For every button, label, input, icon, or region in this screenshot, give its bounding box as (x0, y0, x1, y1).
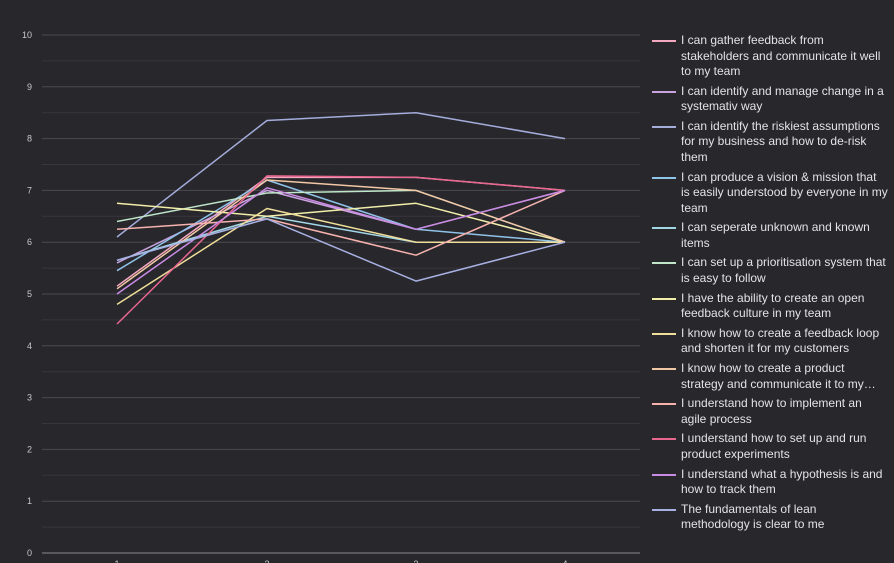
legend-label: The fundamentals of lean methodology is … (681, 501, 825, 532)
legend-item[interactable]: I understand what a hypothesis is and ho… (652, 467, 888, 498)
legend: I can gather feedback from stakeholders … (652, 33, 888, 537)
series-line-3[interactable] (116, 111, 566, 238)
series-line-13[interactable] (116, 218, 566, 282)
y-tick-label: 4 (27, 341, 32, 351)
legend-label: I can identify and manage change in a sy… (681, 83, 884, 114)
y-tick-label: 6 (27, 237, 32, 247)
legend-item[interactable]: I know how to create a product strategy … (652, 361, 888, 392)
legend-item[interactable]: I have the ability to create an open fee… (652, 291, 888, 322)
legend-item[interactable]: I can seperate unknown and known items (652, 220, 888, 251)
y-axis-ticks: 0 1 2 3 4 5 6 7 8 9 10 (22, 30, 32, 558)
series-line-8[interactable] (116, 207, 565, 306)
x-tick-label: 1 (114, 559, 119, 563)
legend-label: I can identify the riskiest assumptions … (681, 118, 880, 164)
series-line-2[interactable] (116, 189, 566, 264)
legend-swatch (652, 473, 676, 476)
series-line-10[interactable] (116, 189, 566, 256)
legend-label: I can produce a vision & mission that is… (681, 169, 888, 215)
x-tick-label: 3 (413, 559, 418, 563)
series-line-12[interactable] (116, 187, 566, 295)
legend-swatch (652, 297, 676, 300)
series-lines (116, 111, 566, 325)
legend-item[interactable]: I can identify and manage change in a sy… (652, 84, 888, 115)
legend-item[interactable]: I understand how to implement an agile p… (652, 396, 888, 427)
legend-item[interactable]: I can identify the riskiest assumptions … (652, 119, 888, 166)
x-axis-ticks: 1 2 3 4 (114, 559, 567, 563)
y-tick-label: 10 (22, 30, 32, 40)
legend-swatch (652, 438, 676, 441)
legend-label: I can set up a prioritisation system tha… (681, 255, 886, 285)
series-line-9[interactable] (116, 179, 566, 290)
x-tick-label: 2 (264, 559, 269, 563)
y-tick-label: 7 (27, 185, 32, 195)
legend-item[interactable]: I know how to create a feedback loop and… (652, 326, 888, 357)
legend-item[interactable]: I can gather feedback from stakeholders … (652, 33, 888, 80)
legend-swatch (652, 125, 676, 128)
legend-label: I understand how to set up and run produ… (681, 431, 867, 461)
x-tick-label: 4 (562, 559, 567, 563)
legend-item[interactable]: I can set up a prioritisation system tha… (652, 255, 888, 286)
y-tick-label: 1 (27, 496, 32, 506)
legend-swatch (652, 90, 676, 93)
legend-label: I know how to create a feedback loop and… (681, 325, 880, 356)
series-line-11[interactable] (116, 175, 566, 325)
grid-lines (42, 34, 640, 554)
series-line-4[interactable] (116, 179, 566, 272)
legend-swatch (652, 262, 676, 265)
series-line-1[interactable] (116, 176, 566, 287)
y-tick-label: 9 (27, 82, 32, 92)
legend-label: I know how to create a product strategy … (681, 361, 864, 391)
legend-item[interactable]: The fundamentals of lean methodology is … (652, 502, 888, 533)
legend-swatch (652, 332, 676, 335)
legend-swatch (652, 227, 676, 230)
legend-item[interactable]: I can produce a vision & mission that is… (652, 170, 888, 217)
legend-item[interactable]: I understand how to set up and run produ… (652, 431, 888, 462)
legend-swatch (652, 508, 676, 511)
legend-label: I can gather feedback from stakeholders … (681, 33, 881, 78)
legend-label: I have the ability to create an open fee… (681, 290, 865, 321)
legend-swatch (652, 40, 676, 42)
y-tick-label: 5 (27, 289, 32, 299)
legend-label: I understand what a hypothesis is and ho… (681, 466, 883, 497)
legend-swatch (652, 368, 676, 370)
y-tick-label: 3 (27, 393, 32, 403)
legend-label: I understand how to implement an agile p… (681, 396, 862, 426)
legend-label: I can seperate unknown and known items (681, 220, 870, 250)
legend-swatch (652, 176, 676, 179)
y-tick-label: 8 (27, 134, 32, 144)
legend-swatch (652, 403, 676, 406)
y-tick-label: 0 (27, 548, 32, 558)
y-tick-label: 2 (27, 444, 32, 454)
